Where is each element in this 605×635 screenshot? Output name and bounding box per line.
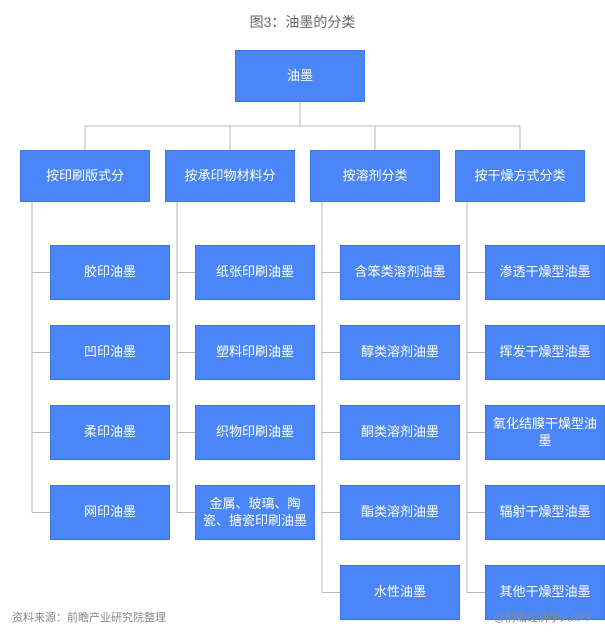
leaf-node: 醇类溶剂油墨 (340, 325, 460, 380)
category-node: 按印刷版式分 (20, 150, 150, 202)
category-node: 按溶剂分类 (310, 150, 440, 202)
leaf-node: 塑料印刷油墨 (195, 325, 315, 380)
leaf-node: 渗透干燥型油墨 (485, 245, 605, 300)
leaf-node: 织物印刷油墨 (195, 405, 315, 460)
root-node: 油墨 (235, 50, 365, 102)
leaf-node: 酮类溶剂油墨 (340, 405, 460, 460)
leaf-node: 氧化结膜干燥型油墨 (485, 405, 605, 460)
leaf-node: 含笨类溶剂油墨 (340, 245, 460, 300)
source-label: 资料来源：前瞻产业研究院整理 (12, 609, 166, 625)
leaf-node: 辐射干燥型油墨 (485, 485, 605, 540)
leaf-node: 网印油墨 (50, 485, 170, 540)
leaf-node: 挥发干燥型油墨 (485, 325, 605, 380)
tree-diagram: 油墨按印刷版式分按承印物材料分按溶剂分类按干燥方式分类胶印油墨凹印油墨柔印油墨网… (0, 40, 605, 610)
leaf-node: 胶印油墨 (50, 245, 170, 300)
footer: 资料来源：前瞻产业研究院整理 @前瞻经济学人APP (12, 609, 593, 625)
attribution-label: @前瞻经济学人APP (494, 609, 593, 625)
category-node: 按干燥方式分类 (455, 150, 585, 202)
leaf-node: 柔印油墨 (50, 405, 170, 460)
leaf-node: 纸张印刷油墨 (195, 245, 315, 300)
category-node: 按承印物材料分 (165, 150, 295, 202)
leaf-node: 金属、玻璃、陶瓷、搪瓷印刷油墨 (195, 485, 315, 540)
leaf-node: 酯类溶剂油墨 (340, 485, 460, 540)
chart-title: 图3：油墨的分类 (0, 0, 605, 40)
leaf-node: 凹印油墨 (50, 325, 170, 380)
